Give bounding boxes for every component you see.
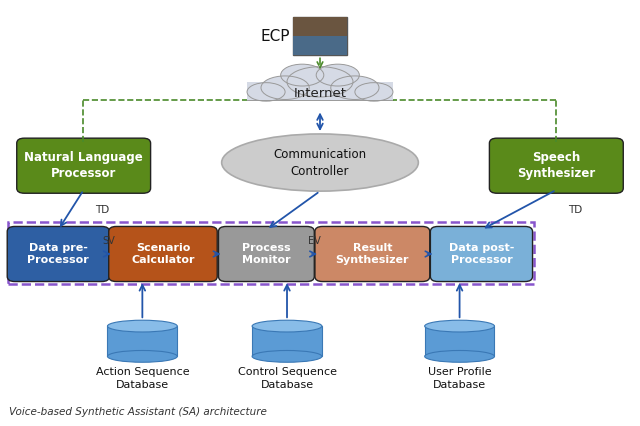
Ellipse shape — [108, 320, 177, 332]
Ellipse shape — [425, 320, 495, 332]
FancyBboxPatch shape — [430, 227, 532, 282]
Text: EV: EV — [308, 236, 321, 246]
Polygon shape — [252, 326, 322, 357]
Text: TD: TD — [95, 205, 109, 215]
FancyBboxPatch shape — [490, 138, 623, 193]
Text: Data post-
Processor: Data post- Processor — [449, 243, 514, 265]
Polygon shape — [425, 326, 495, 357]
FancyBboxPatch shape — [315, 227, 429, 282]
FancyBboxPatch shape — [17, 138, 150, 193]
Text: Internet: Internet — [294, 86, 346, 100]
Text: SV: SV — [102, 236, 115, 246]
Ellipse shape — [355, 83, 393, 101]
Text: User Profile
Database: User Profile Database — [428, 367, 492, 390]
Ellipse shape — [221, 134, 419, 191]
Ellipse shape — [331, 76, 379, 100]
Text: Speech
Synthesizer: Speech Synthesizer — [517, 151, 595, 180]
FancyBboxPatch shape — [293, 17, 347, 36]
FancyBboxPatch shape — [293, 36, 347, 55]
Text: Result
Synthesizer: Result Synthesizer — [335, 243, 409, 265]
Ellipse shape — [287, 67, 353, 97]
Ellipse shape — [281, 64, 324, 86]
Polygon shape — [108, 326, 177, 357]
Ellipse shape — [316, 64, 359, 86]
FancyBboxPatch shape — [109, 227, 217, 282]
Ellipse shape — [252, 351, 322, 362]
Text: TD: TD — [568, 205, 582, 215]
Ellipse shape — [247, 83, 285, 101]
Text: Data pre-
Processor: Data pre- Processor — [28, 243, 89, 265]
Ellipse shape — [425, 351, 495, 362]
Text: Process
Monitor: Process Monitor — [242, 243, 291, 265]
Text: Control Sequence
Database: Control Sequence Database — [237, 367, 337, 390]
Ellipse shape — [108, 351, 177, 362]
Ellipse shape — [261, 76, 309, 100]
Text: Action Sequence
Database: Action Sequence Database — [95, 367, 189, 390]
FancyBboxPatch shape — [293, 17, 347, 55]
Ellipse shape — [252, 320, 322, 332]
Text: ECP: ECP — [260, 29, 290, 44]
FancyBboxPatch shape — [7, 227, 109, 282]
Text: Scenario
Calculator: Scenario Calculator — [131, 243, 195, 265]
Text: Natural Language
Processor: Natural Language Processor — [24, 151, 143, 180]
FancyBboxPatch shape — [218, 227, 314, 282]
FancyBboxPatch shape — [247, 82, 393, 100]
Text: Voice-based Synthetic Assistant (SA) architecture: Voice-based Synthetic Assistant (SA) arc… — [9, 407, 267, 417]
Text: Communication
Controller: Communication Controller — [273, 147, 367, 178]
